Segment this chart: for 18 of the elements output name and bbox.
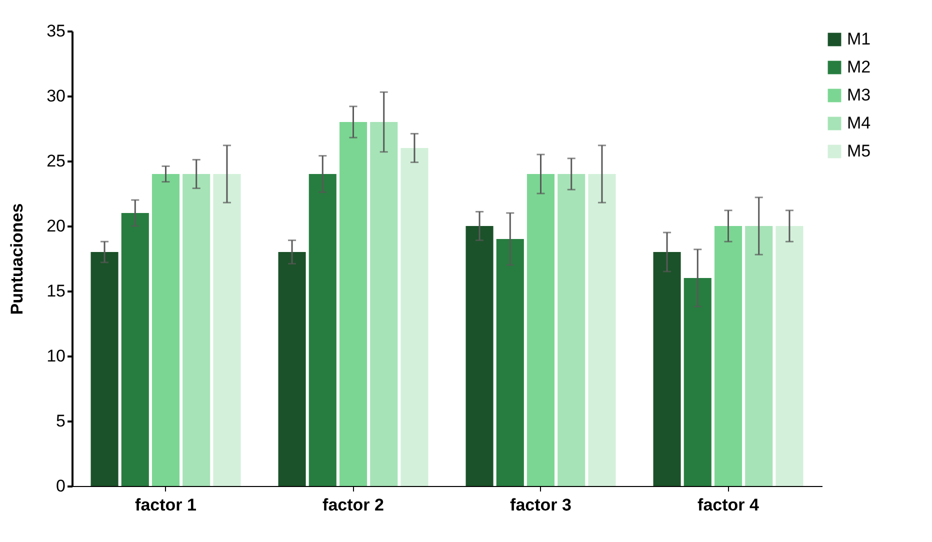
- x-tick-label: factor 1: [135, 496, 196, 514]
- legend-label: M1: [847, 30, 871, 48]
- y-tick-label: 25: [46, 152, 66, 170]
- y-axis-title: Puntuaciones: [8, 203, 27, 315]
- y-tick-label: 0: [56, 476, 66, 496]
- y-tick-label: 35: [46, 22, 66, 40]
- y-tick-label: 30: [46, 86, 66, 106]
- x-tick-label: factor 3: [510, 496, 572, 514]
- legend-label: M4: [847, 114, 871, 132]
- y-tick-label: 20: [46, 216, 66, 236]
- y-tick-label: 15: [46, 282, 66, 300]
- legend-label: M2: [847, 58, 871, 76]
- legend-label: M5: [847, 142, 871, 160]
- x-tick-label: factor 2: [322, 496, 384, 514]
- x-tick-label: factor 4: [698, 496, 760, 514]
- legend-label: M3: [847, 86, 871, 104]
- y-tick-label: 5: [56, 412, 66, 430]
- y-tick-label: 10: [46, 346, 66, 366]
